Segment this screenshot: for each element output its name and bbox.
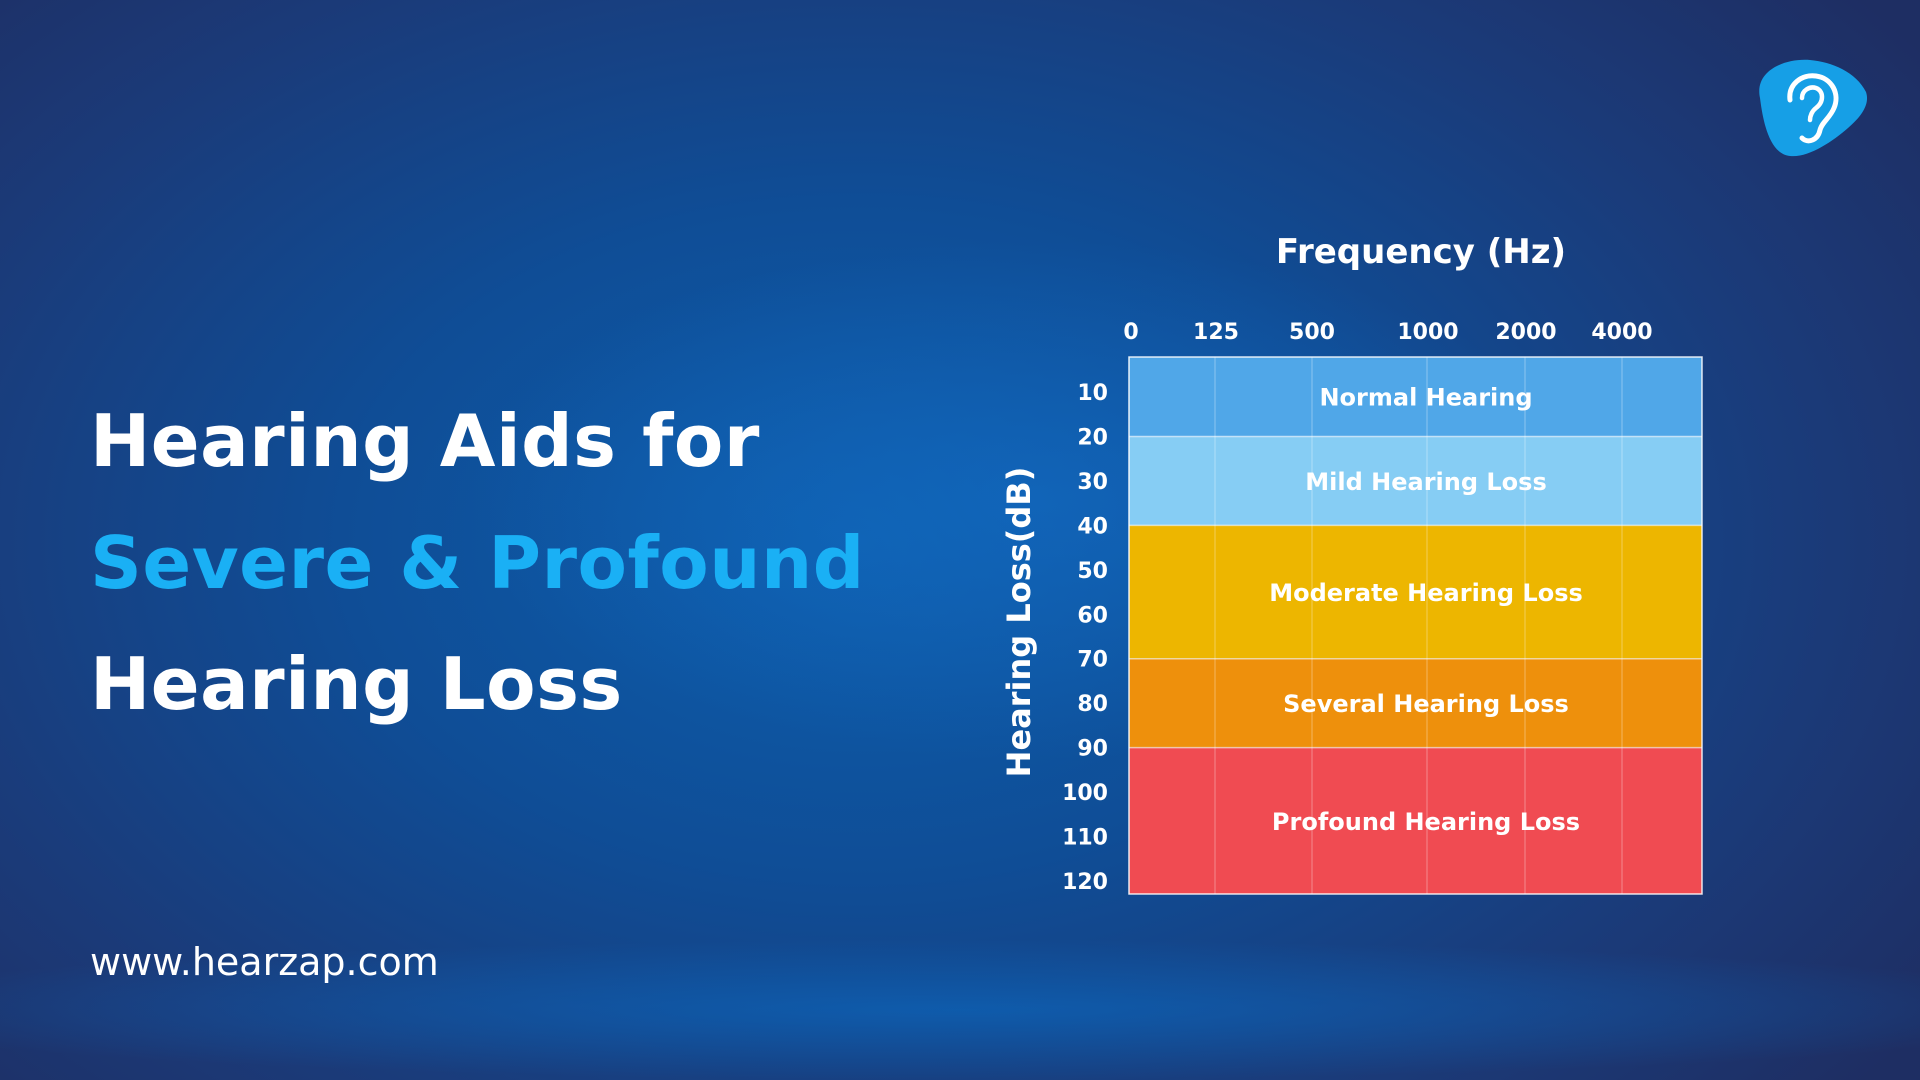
y-tick-label: 80 (1077, 692, 1108, 717)
x-tick-label: 2000 (1495, 320, 1556, 345)
x-axis-title: Frequency (Hz) (1276, 232, 1566, 272)
x-tick-label: 500 (1289, 320, 1335, 345)
band-label: Normal Hearing (1319, 384, 1532, 412)
headline-line-1: Hearing Aids for (90, 399, 760, 483)
x-tick-label: 125 (1193, 320, 1239, 345)
y-tick-label: 30 (1077, 470, 1108, 495)
x-tick-label: 0 (1123, 320, 1138, 345)
y-tick-label: 70 (1077, 648, 1108, 673)
website-url[interactable]: www.hearzap.com (90, 940, 439, 984)
y-axis-title: Hearing Loss(dB) (1000, 467, 1038, 778)
y-tick-label: 100 (1062, 781, 1108, 806)
headline-line-2: Severe & Profound (90, 521, 865, 605)
ear-logo-icon[interactable] (1752, 56, 1870, 160)
y-tick-label: 50 (1077, 559, 1108, 584)
band-label: Moderate Hearing Loss (1269, 579, 1583, 607)
y-tick-label: 90 (1077, 737, 1108, 762)
band-profound-hearing-loss (1129, 747, 1702, 894)
band-mild-hearing-loss (1129, 436, 1702, 526)
band-normal-hearing (1129, 357, 1702, 437)
band-label: Mild Hearing Loss (1305, 468, 1546, 496)
x-tick-label: 4000 (1591, 320, 1652, 345)
band-label: Several Hearing Loss (1283, 690, 1569, 718)
plot-border (1128, 356, 1703, 895)
y-tick-label: 60 (1077, 603, 1108, 628)
ear-inner (1799, 85, 1825, 123)
ear-outline (1787, 73, 1839, 144)
y-tick-label: 120 (1062, 870, 1108, 895)
x-tick-label: 1000 (1397, 320, 1458, 345)
headline-line-3: Hearing Loss (90, 642, 623, 726)
y-tick-label: 20 (1077, 425, 1108, 450)
band-moderate-hearing-loss (1129, 525, 1702, 659)
band-label: Profound Hearing Loss (1272, 808, 1580, 836)
y-tick-label: 10 (1077, 381, 1108, 406)
band-several-hearing-loss (1129, 658, 1702, 748)
y-tick-label: 40 (1077, 514, 1108, 539)
y-tick-label: 110 (1062, 826, 1108, 851)
